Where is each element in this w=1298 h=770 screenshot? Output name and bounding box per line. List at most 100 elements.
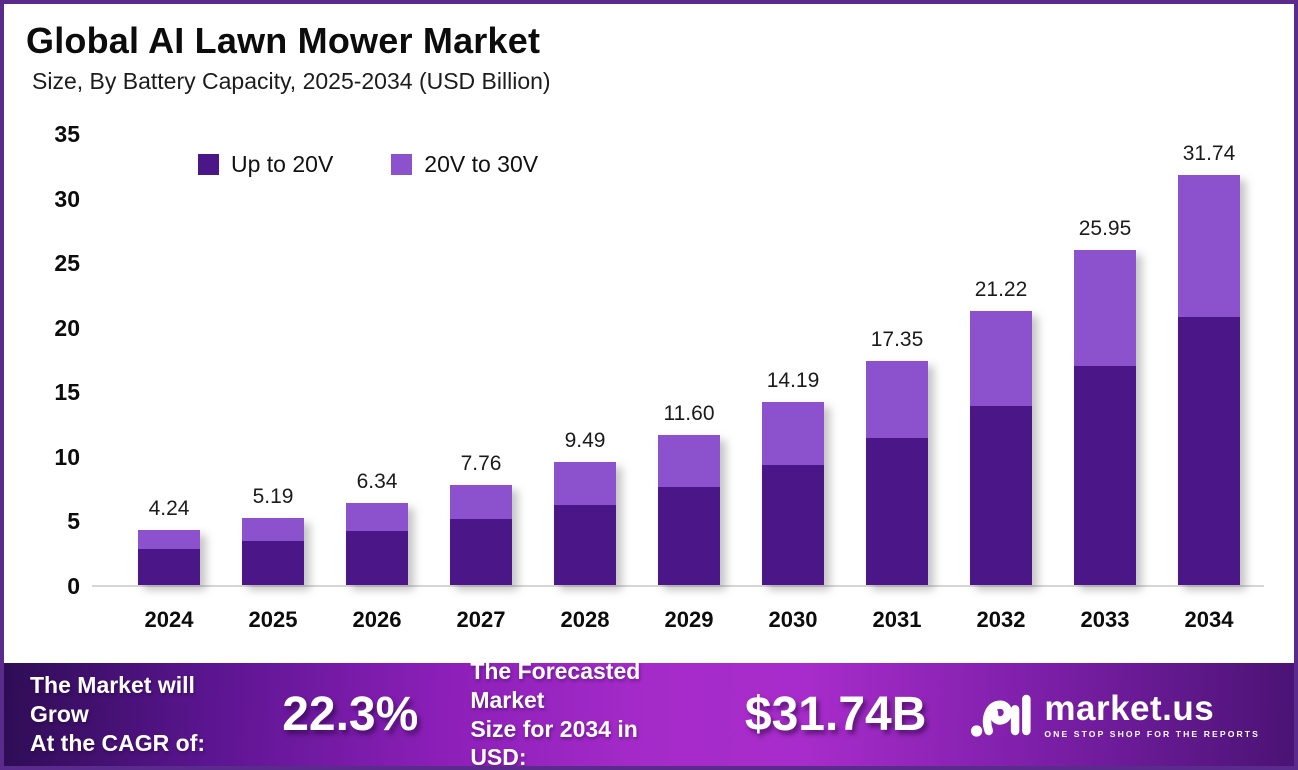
bar-segment-up-to-20v-2032 xyxy=(970,405,1032,585)
bar-2031: 17.35 xyxy=(866,328,928,585)
plot-area: Up to 20V 20V to 30V 4.24 5.19 6.34 7.76 9.49… xyxy=(92,135,1264,587)
bar-stack-2024 xyxy=(138,530,200,585)
market-us-logo-icon xyxy=(971,694,1031,737)
x-label-2027: 2027 xyxy=(456,607,506,632)
bar-2032: 21.22 xyxy=(970,278,1032,585)
x-label-2031: 2031 xyxy=(872,607,922,632)
bar-stack-2028 xyxy=(554,462,616,585)
legend-label: 20V to 30V xyxy=(424,151,539,177)
footer-banner: The Market will Grow At the CAGR of: 22.… xyxy=(4,658,1294,766)
y-tick-5: 5 xyxy=(67,508,80,535)
cagr-label-line1: The Market will Grow xyxy=(30,672,195,728)
bar-segment-20v-to-30v-2029 xyxy=(658,435,720,487)
bar-total-label-2025: 5.19 xyxy=(252,485,294,509)
bar-segment-up-to-20v-2034 xyxy=(1178,316,1240,585)
bar-2026: 6.34 xyxy=(346,470,408,585)
bar-stack-2027 xyxy=(450,484,512,585)
page-title: Global AI Lawn Mower Market xyxy=(26,20,541,61)
x-label-2026: 2026 xyxy=(352,607,402,632)
bar-2029: 11.60 xyxy=(658,402,720,585)
bar-total-label-2029: 11.60 xyxy=(663,402,715,426)
bar-segment-up-to-20v-2029 xyxy=(658,486,720,585)
legend-item-20v-to-30v: 20V to 30V xyxy=(391,151,538,178)
bar-stack-2032 xyxy=(970,311,1032,585)
x-label-2033: 2033 xyxy=(1080,607,1130,632)
bar-2028: 9.49 xyxy=(554,429,616,585)
bar-2033: 25.95 xyxy=(1074,217,1136,585)
bar-total-label-2024: 4.24 xyxy=(148,497,190,521)
plot-wrap: Up to 20V 20V to 30V 4.24 5.19 6.34 7.76 9.49… xyxy=(92,135,1264,633)
bar-segment-up-to-20v-2024 xyxy=(138,549,200,585)
bar-total-label-2028: 9.49 xyxy=(564,429,606,453)
bar-stack-2030 xyxy=(762,401,824,585)
brand-text: market.us ONE STOP SHOP FOR THE REPORTS xyxy=(1044,691,1260,739)
legend: Up to 20V 20V to 30V xyxy=(198,151,538,178)
bar-segment-up-to-20v-2033 xyxy=(1074,365,1136,585)
brand-logo: market.us ONE STOP SHOP FOR THE REPORTS xyxy=(970,690,1260,740)
bar-segment-up-to-20v-2030 xyxy=(762,464,824,585)
y-tick-0: 0 xyxy=(67,573,80,599)
bar-stack-2029 xyxy=(658,435,720,585)
bar-stack-2034 xyxy=(1178,175,1240,585)
bar-segment-up-to-20v-2026 xyxy=(346,531,408,585)
bar-segment-up-to-20v-2027 xyxy=(450,519,512,585)
cagr-label: The Market will Grow At the CAGR of: xyxy=(30,671,236,757)
x-label-2029: 2029 xyxy=(664,607,714,632)
y-tick-15: 15 xyxy=(54,379,80,406)
cagr-label-line2: At the CAGR of: xyxy=(30,729,206,756)
bar-segment-20v-to-30v-2033 xyxy=(1074,249,1136,366)
cagr-value: 22.3% xyxy=(282,688,419,741)
x-label-2025: 2025 xyxy=(248,607,298,632)
y-tick-10: 10 xyxy=(54,443,80,470)
bar-total-label-2031: 17.35 xyxy=(870,327,924,351)
y-tick-25: 25 xyxy=(54,250,80,277)
legend-swatch xyxy=(198,154,219,175)
legend-label: Up to 20V xyxy=(231,151,334,177)
bar-segment-20v-to-30v-2027 xyxy=(450,484,512,520)
x-axis: 2024 2025 2026 2027 2028 2029 2030 2031 2032 2033… xyxy=(92,607,1264,633)
header: Global AI Lawn Mower Market Size, By Bat… xyxy=(4,4,1294,95)
bar-segment-up-to-20v-2028 xyxy=(554,504,616,585)
legend-swatch xyxy=(391,154,413,175)
bar-2025: 5.19 xyxy=(242,485,304,585)
bar-stack-2025 xyxy=(242,518,304,585)
bar-segment-20v-to-30v-2028 xyxy=(554,462,616,505)
forecast-value: $31.74B xyxy=(744,688,927,741)
x-label-2034: 2034 xyxy=(1184,607,1234,632)
bar-stack-2031 xyxy=(866,360,928,585)
bar-segment-20v-to-30v-2024 xyxy=(138,530,200,550)
bar-segment-up-to-20v-2031 xyxy=(866,438,928,585)
bars-container: 4.24 5.19 6.34 7.76 9.49 11.60 14.19 17.35 21.22… xyxy=(92,135,1264,585)
x-label-2028: 2028 xyxy=(560,607,610,632)
bar-segment-20v-to-30v-2025 xyxy=(242,518,304,542)
y-tick-35: 35 xyxy=(54,121,80,147)
bar-total-label-2027: 7.76 xyxy=(460,451,502,475)
bar-segment-20v-to-30v-2034 xyxy=(1178,175,1240,317)
bar-segment-20v-to-30v-2032 xyxy=(970,311,1032,406)
x-label-2024: 2024 xyxy=(144,607,194,632)
bar-segment-20v-to-30v-2030 xyxy=(762,401,824,465)
bar-segment-20v-to-30v-2026 xyxy=(346,503,408,532)
page-subtitle: Size, By Battery Capacity, 2025-2034 (US… xyxy=(32,68,551,94)
bar-total-label-2030: 14.19 xyxy=(766,368,820,392)
x-label-2032: 2032 xyxy=(976,607,1026,632)
bar-total-label-2026: 6.34 xyxy=(356,470,398,494)
y-tick-30: 30 xyxy=(54,185,80,212)
bar-stack-2033 xyxy=(1074,249,1136,585)
bar-total-label-2032: 21.22 xyxy=(974,278,1028,301)
bar-2024: 4.24 xyxy=(138,497,200,585)
brand-tagline: ONE STOP SHOP FOR THE REPORTS xyxy=(1044,728,1260,739)
y-tick-20: 20 xyxy=(54,314,80,341)
forecast-label-line1: The Forecasted Market xyxy=(470,658,641,713)
bar-total-label-2034: 31.74 xyxy=(1182,142,1236,166)
y-axis: 0 5 10 15 20 25 30 35 xyxy=(22,123,92,598)
bar-2027: 7.76 xyxy=(450,452,512,585)
x-label-2030: 2030 xyxy=(768,607,818,632)
bar-stack-2026 xyxy=(346,503,408,585)
bar-segment-20v-to-30v-2031 xyxy=(866,360,928,439)
bar-segment-up-to-20v-2025 xyxy=(242,541,304,585)
bar-2030: 14.19 xyxy=(762,369,824,585)
forecast-label-line2: Size for 2034 in USD: xyxy=(470,715,638,770)
bar-total-label-2033: 25.95 xyxy=(1078,216,1132,240)
